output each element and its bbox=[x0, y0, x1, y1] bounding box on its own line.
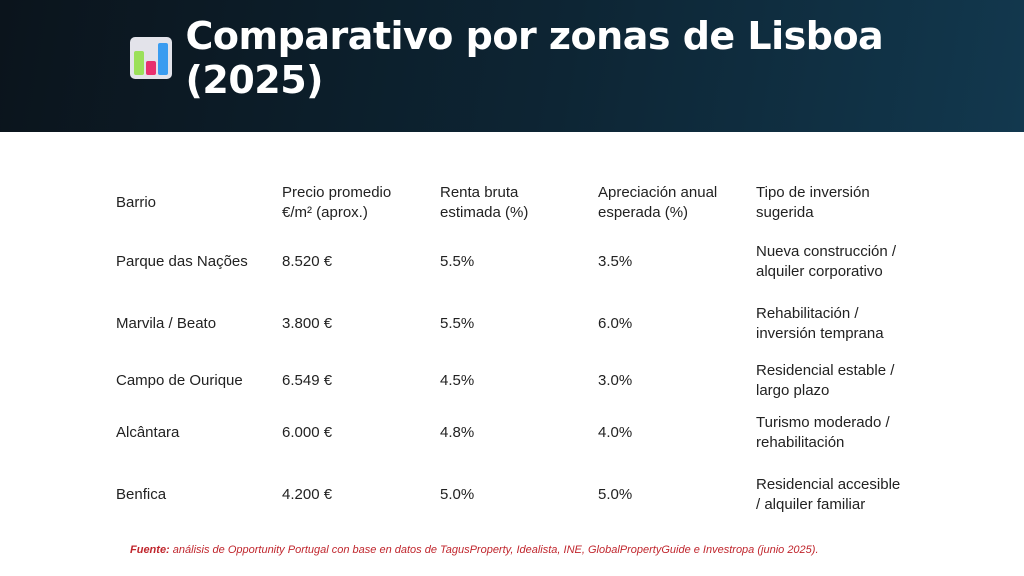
cell: Residencial estable / largo plazo bbox=[756, 362, 895, 399]
cell: 6.0% bbox=[598, 315, 633, 332]
table-row: Benfica 4.200 € 5.0% 5.0% Residencial accesi… bbox=[108, 459, 914, 531]
cell: 3.0% bbox=[598, 372, 633, 389]
cell: Rehabilitación / inversión temprana bbox=[756, 305, 884, 342]
header-cell: Renta bruta estimada (%) bbox=[440, 184, 529, 221]
comparison-table: Barrio Precio promedio €/m² (aprox.) Ren… bbox=[108, 175, 914, 531]
source-text: análisis de Opportunity Portugal con bas… bbox=[169, 544, 819, 556]
cell: Parque das Nações bbox=[116, 253, 248, 270]
cell: 3.5% bbox=[598, 253, 633, 270]
cell: 4.8% bbox=[440, 424, 475, 441]
cell: Residencial accesible / alquiler familia… bbox=[756, 476, 901, 513]
bar-chart-icon bbox=[130, 37, 172, 79]
source-label: Fuente: bbox=[130, 544, 170, 556]
table-row: Marvila / Beato 3.800 € 5.5% 6.0% Rehabilita… bbox=[108, 293, 914, 355]
header-cell: Barrio bbox=[116, 194, 157, 211]
cell: Campo de Ourique bbox=[116, 372, 243, 389]
cell: 4.0% bbox=[598, 424, 633, 441]
cell: 8.520 € bbox=[282, 253, 333, 270]
table-row: Parque das Nações 8.520 € 5.5% 3.5% Nueva co… bbox=[108, 231, 914, 293]
cell: 5.0% bbox=[598, 486, 633, 503]
header-cell: Tipo de inversión sugerida bbox=[756, 184, 870, 221]
table-header-row: Barrio Precio promedio €/m² (aprox.) Ren… bbox=[108, 175, 914, 231]
cell: 5.5% bbox=[440, 253, 475, 270]
cell: Alcântara bbox=[116, 424, 180, 441]
cell: Turismo moderado / rehabilitación bbox=[756, 414, 890, 451]
cell: Nueva construcción / alquiler corporativ… bbox=[756, 243, 897, 280]
cell: 4.200 € bbox=[282, 486, 333, 503]
page-title: Comparativo por zonas de Lisboa (2025) bbox=[130, 14, 1024, 102]
table-row: Campo de Ourique 6.549 € 4.5% 3.0% Residenci… bbox=[108, 355, 914, 407]
header-cell: Precio promedio €/m² (aprox.) bbox=[282, 184, 392, 221]
source-note: Fuente: análisis de Opportunity Portugal… bbox=[130, 544, 819, 556]
cell: 5.0% bbox=[440, 486, 475, 503]
cell: 3.800 € bbox=[282, 315, 333, 332]
cell: Marvila / Beato bbox=[116, 315, 217, 332]
cell: 4.5% bbox=[440, 372, 475, 389]
header-cell: Apreciación anual esperada (%) bbox=[598, 184, 718, 221]
cell: Benfica bbox=[116, 486, 167, 503]
cell: 6.000 € bbox=[282, 424, 333, 441]
cell: 5.5% bbox=[440, 315, 475, 332]
table-row: Alcântara 6.000 € 4.8% 4.0% Turismo moderado… bbox=[108, 407, 914, 459]
title-text: Comparativo por zonas de Lisboa (2025) bbox=[185, 14, 884, 102]
header-banner: Comparativo por zonas de Lisboa (2025) bbox=[0, 0, 1024, 132]
cell: 6.549 € bbox=[282, 372, 333, 389]
